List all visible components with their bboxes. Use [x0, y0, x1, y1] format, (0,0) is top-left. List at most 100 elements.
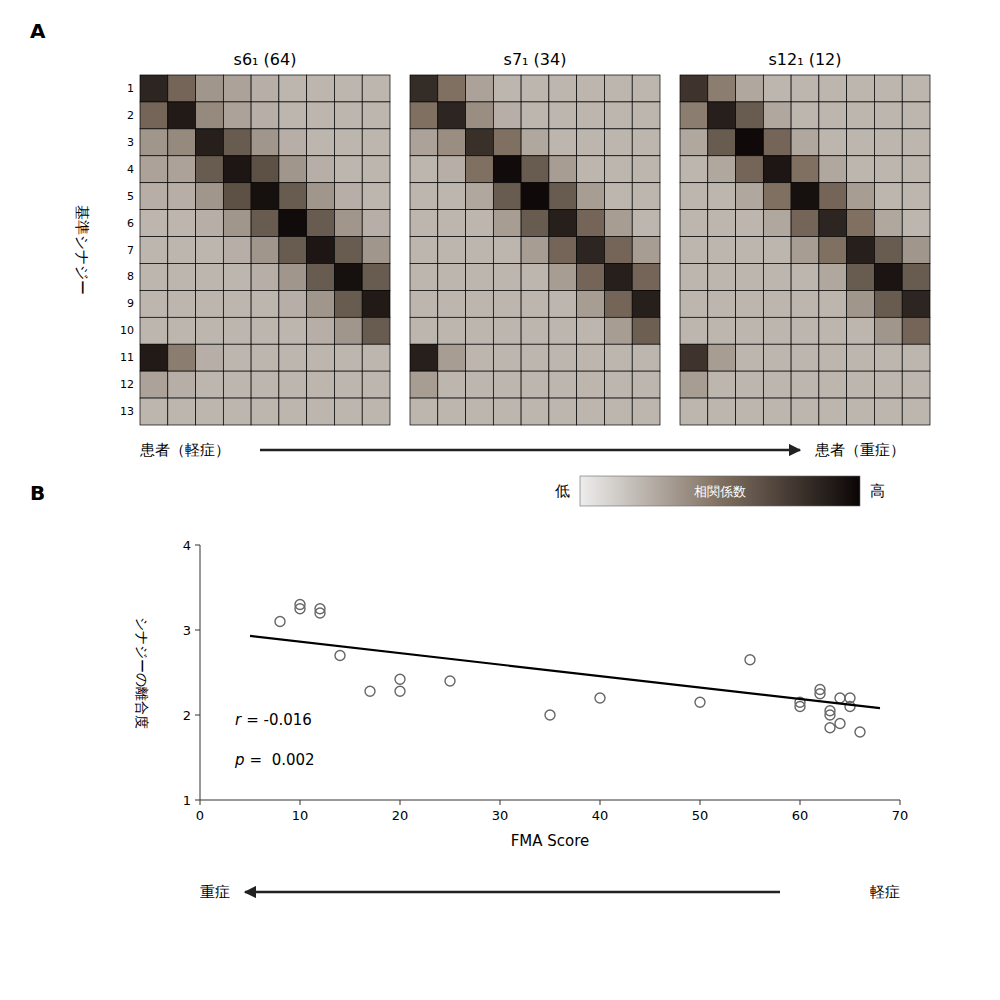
heatmap-cell: [410, 75, 438, 102]
heatmap-cell: [438, 398, 466, 425]
heatmap-cell: [819, 183, 847, 210]
heatmap-cell: [251, 129, 279, 156]
heatmap-cell: [140, 290, 168, 317]
heatmap-cell: [438, 317, 466, 344]
heatmap-cell: [680, 183, 708, 210]
heatmap-cell: [140, 75, 168, 102]
heatmap-cell: [196, 210, 224, 237]
scatter-point: [695, 697, 705, 707]
heatmap-cell: [438, 102, 466, 129]
heatmap-cell: [251, 237, 279, 264]
heatmap-cell: [847, 263, 875, 290]
heatmap-cell: [251, 210, 279, 237]
panel-label: A: [30, 19, 46, 43]
heatmap-cell: [902, 344, 930, 371]
colorbar-label: 相関係数: [694, 484, 746, 499]
heatmap-cell: [847, 102, 875, 129]
heatmap-cell: [307, 102, 335, 129]
scatter-point: [445, 676, 455, 686]
heatmap-cell: [874, 290, 902, 317]
heatmap-cell: [334, 129, 362, 156]
tick-label: 20: [392, 808, 409, 823]
tick-label: 60: [792, 808, 809, 823]
heatmap-cell: [680, 398, 708, 425]
heatmap-cell: [307, 290, 335, 317]
heatmap-cell: [902, 237, 930, 264]
heatmap-cell: [604, 210, 632, 237]
tick: [195, 630, 200, 631]
row-label: 12: [120, 378, 134, 391]
heatmap-cell: [902, 263, 930, 290]
heatmap-cell: [736, 210, 764, 237]
tick-label: 1: [183, 793, 191, 808]
heatmap-cell: [902, 183, 930, 210]
heatmap-cell: [140, 398, 168, 425]
heatmap-cell: [438, 290, 466, 317]
heatmap-cell: [493, 371, 521, 398]
heatmap-cell: [632, 75, 660, 102]
heatmap-cell: [168, 156, 196, 183]
heatmap-cell: [466, 371, 494, 398]
heatmap-cell: [577, 102, 605, 129]
heatmap-cell: [307, 263, 335, 290]
tick: [900, 800, 901, 805]
heatmap-cell: [493, 210, 521, 237]
heatmap-cell: [362, 317, 390, 344]
heatmap-cell: [334, 237, 362, 264]
tick: [195, 715, 200, 716]
heatmap-cell: [223, 210, 251, 237]
heatmap-cell: [493, 102, 521, 129]
heatmap-cell: [196, 290, 224, 317]
heatmap-cell: [140, 371, 168, 398]
heatmap-cell: [577, 129, 605, 156]
heatmap-cell: [251, 290, 279, 317]
heatmap-cell: [334, 183, 362, 210]
scatter-point: [795, 702, 805, 712]
heatmap-cell: [279, 183, 307, 210]
heatmap-cell: [763, 156, 791, 183]
heatmap-cell: [307, 398, 335, 425]
heatmap-cell: [466, 183, 494, 210]
axis-label: シナジーの離合度: [134, 617, 150, 729]
tick-label: 50: [692, 808, 709, 823]
tick: [400, 800, 401, 805]
heatmap-cell: [196, 75, 224, 102]
heatmap-cell: [307, 317, 335, 344]
heatmap-cell: [791, 75, 819, 102]
heatmap-cell: [279, 210, 307, 237]
heatmap-cell: [521, 75, 549, 102]
heatmap-cell: [466, 129, 494, 156]
heatmap-cell: [279, 75, 307, 102]
heatmap-cell: [493, 129, 521, 156]
heatmap-cell: [874, 263, 902, 290]
scatter-point: [835, 719, 845, 729]
heatmap-cell: [874, 210, 902, 237]
heatmap-cell: [577, 317, 605, 344]
heatmap-cell: [168, 183, 196, 210]
tick-label: 4: [183, 538, 191, 553]
tick: [500, 800, 501, 805]
heatmap-cell: [223, 156, 251, 183]
heatmap-cell: [223, 263, 251, 290]
heatmap-cell: [493, 263, 521, 290]
heatmap-cell: [279, 344, 307, 371]
heatmap-cell: [736, 75, 764, 102]
heatmap-cell: [334, 371, 362, 398]
heatmap-cell: [632, 317, 660, 344]
heatmap-cell: [708, 183, 736, 210]
heatmap-cell: [847, 156, 875, 183]
heatmap-cell: [874, 317, 902, 344]
heatmap-cell: [549, 75, 577, 102]
heatmap-cell: [410, 317, 438, 344]
heatmap-cell: [577, 237, 605, 264]
heatmap-cell: [223, 398, 251, 425]
heatmap-cell: [307, 210, 335, 237]
heatmap-cell: [874, 344, 902, 371]
heatmap-cell: [493, 317, 521, 344]
tick-label: 2: [183, 708, 191, 723]
heatmap-cell: [521, 102, 549, 129]
arrow: [245, 891, 780, 894]
heatmap-title: s6₁ (64): [234, 50, 297, 69]
scatter-point: [835, 693, 845, 703]
heatmap-cell: [279, 398, 307, 425]
